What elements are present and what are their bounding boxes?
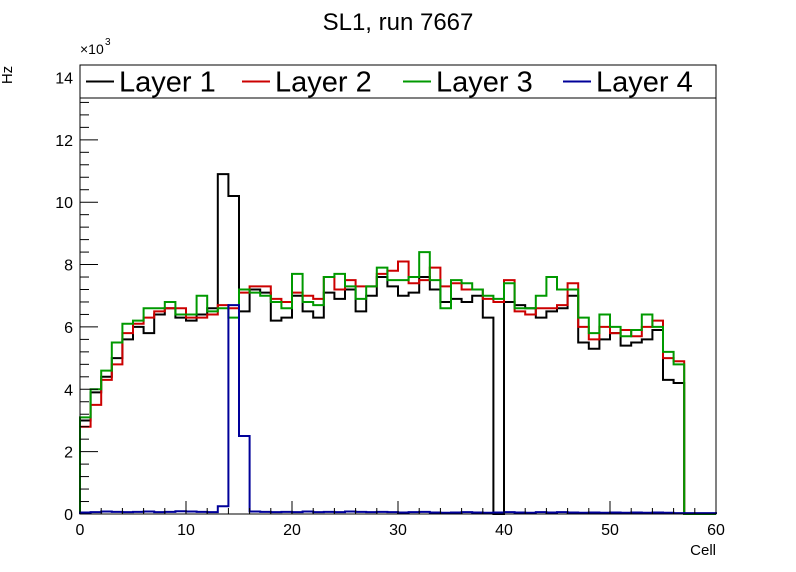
y-axis-multiplier: ×10 3	[80, 37, 111, 57]
y-tick-label: 0	[64, 507, 73, 524]
x-tick-label: 10	[177, 522, 195, 539]
x-tick-label: 0	[76, 522, 85, 539]
x-tick-label: 60	[707, 522, 725, 539]
y-tick-label: 6	[64, 320, 73, 337]
legend-label-layer-3: Layer 3	[436, 67, 533, 99]
y-tick-label: 14	[55, 70, 73, 87]
x-tick-label: 30	[389, 522, 407, 539]
y-multiplier-exponent: 3	[105, 37, 111, 48]
x-tick-label: 50	[601, 522, 619, 539]
legend-box	[79, 64, 717, 99]
x-tick-label: 40	[495, 522, 513, 539]
y-tick-label: 10	[55, 195, 73, 212]
legend-label-layer-4: Layer 4	[596, 67, 693, 99]
legend: Layer 1 Layer 2 Layer 3 Layer 4	[79, 64, 717, 99]
legend-label-layer-1: Layer 1	[119, 67, 216, 99]
chart-title: SL1, run 7667	[323, 9, 474, 36]
y-tick-label: 2	[64, 445, 73, 462]
series-line-layer-1	[79, 173, 716, 515]
plot-area	[79, 173, 717, 515]
series-line-layer-4	[79, 304, 717, 515]
y-tick-label: 4	[64, 382, 73, 399]
legend-label-layer-2: Layer 2	[275, 67, 372, 99]
y-axis-label: Hz	[0, 66, 16, 84]
x-tick-label: 20	[283, 522, 301, 539]
y-tick-label: 8	[64, 258, 73, 275]
y-multiplier-base: ×10	[80, 41, 104, 57]
series-line-layer-3	[79, 251, 716, 515]
y-tick-label: 12	[55, 133, 73, 150]
x-axis-label: Cell	[690, 542, 716, 559]
series-line-layer-2	[79, 260, 716, 515]
